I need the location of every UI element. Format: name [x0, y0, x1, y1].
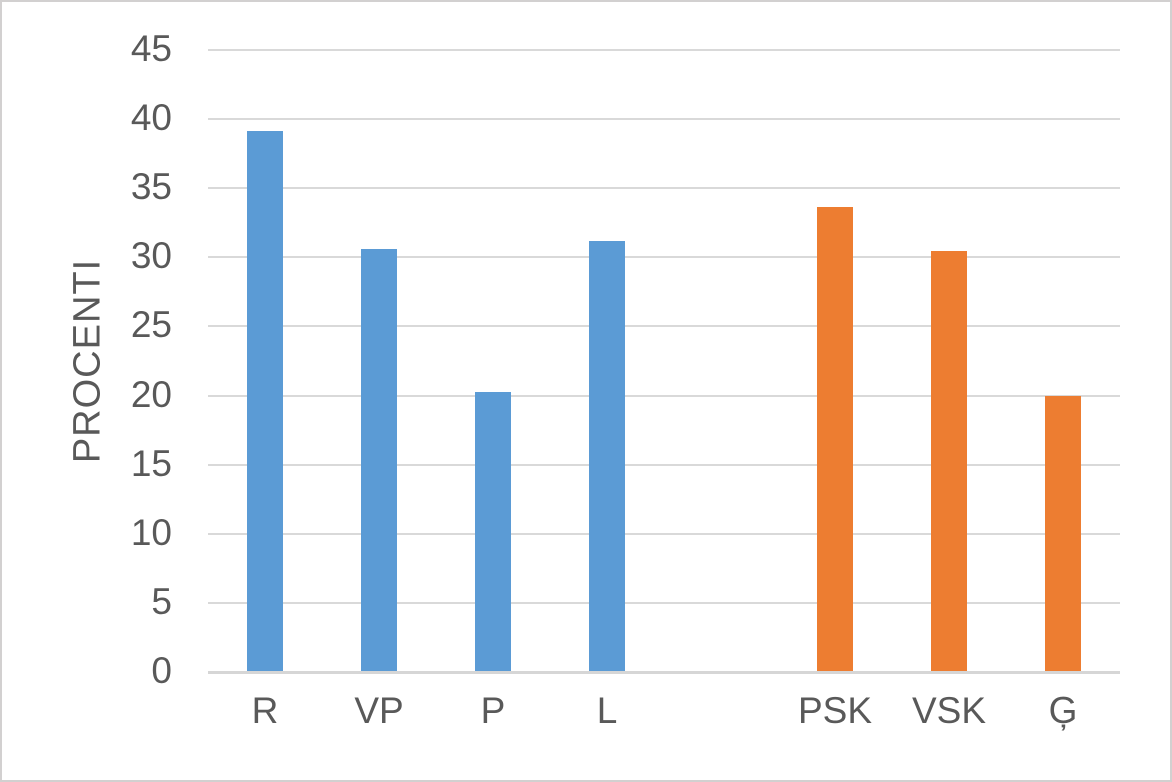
- x-category-label-R: R: [251, 690, 279, 731]
- y-tick-label-15: 15: [130, 442, 172, 484]
- gridline-25: [208, 325, 1120, 328]
- x-category-label-P: P: [480, 690, 506, 731]
- plot-area: [208, 49, 1120, 674]
- y-tick-label-0: 0: [151, 650, 172, 692]
- bar-VP[interactable]: [361, 249, 397, 671]
- bar-Ģ[interactable]: [1045, 395, 1081, 671]
- y-axis-title: PROCENTI: [66, 258, 109, 464]
- bar-VSK[interactable]: [931, 250, 967, 671]
- gridline-40: [208, 118, 1120, 121]
- y-tick-label-45: 45: [130, 28, 172, 70]
- bar-L[interactable]: [589, 241, 625, 671]
- y-tick-label-30: 30: [130, 235, 172, 277]
- y-tick-label-40: 40: [130, 97, 172, 139]
- x-category-label-Ģ: Ģ: [1048, 690, 1078, 731]
- gridline-35: [208, 187, 1120, 190]
- bar-PSK[interactable]: [817, 206, 853, 671]
- bar-P[interactable]: [475, 391, 511, 671]
- y-tick-label-10: 10: [130, 511, 172, 553]
- x-category-label-PSK: PSK: [797, 690, 873, 731]
- y-tick-label-5: 5: [151, 581, 172, 623]
- x-category-label-VP: VP: [354, 690, 404, 731]
- gridline-30: [208, 256, 1120, 259]
- gridline-15: [208, 463, 1120, 466]
- gridline-20: [208, 394, 1120, 397]
- y-tick-label-35: 35: [130, 166, 172, 208]
- x-category-label-VSK: VSK: [911, 690, 987, 731]
- gridline-5: [208, 601, 1120, 604]
- bar-R[interactable]: [247, 130, 283, 671]
- gridline-45: [208, 49, 1120, 51]
- x-category-label-L: L: [596, 690, 618, 731]
- gridline-10: [208, 532, 1120, 535]
- x-axis-line: [208, 671, 1120, 674]
- y-tick-label-20: 20: [130, 373, 172, 415]
- y-tick-label-25: 25: [130, 304, 172, 346]
